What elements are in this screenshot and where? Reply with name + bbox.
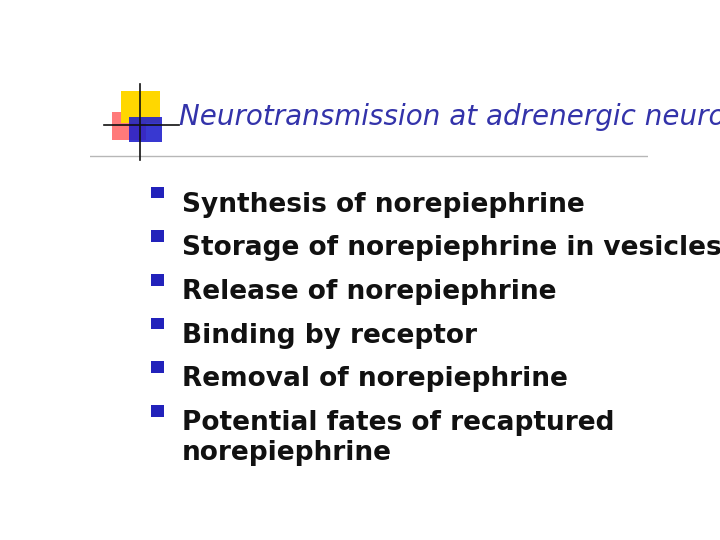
FancyBboxPatch shape xyxy=(151,274,163,286)
FancyBboxPatch shape xyxy=(151,318,163,329)
FancyBboxPatch shape xyxy=(151,361,163,373)
FancyBboxPatch shape xyxy=(112,112,145,140)
FancyBboxPatch shape xyxy=(121,91,160,123)
Text: Binding by receptor: Binding by receptor xyxy=(182,322,477,349)
FancyBboxPatch shape xyxy=(151,187,163,198)
FancyBboxPatch shape xyxy=(151,230,163,242)
FancyBboxPatch shape xyxy=(151,405,163,416)
Text: Removal of norepiephrine: Removal of norepiephrine xyxy=(182,366,568,392)
Text: Release of norepiephrine: Release of norepiephrine xyxy=(182,279,557,305)
Text: Synthesis of norepiephrine: Synthesis of norepiephrine xyxy=(182,192,585,218)
FancyBboxPatch shape xyxy=(129,117,162,141)
Text: Potential fates of recaptured
norepiephrine: Potential fates of recaptured norepiephr… xyxy=(182,410,615,466)
Text: Storage of norepiephrine in vesicles: Storage of norepiephrine in vesicles xyxy=(182,235,720,261)
Text: Neurotransmission at adrenergic neurons: Neurotransmission at adrenergic neurons xyxy=(179,103,720,131)
